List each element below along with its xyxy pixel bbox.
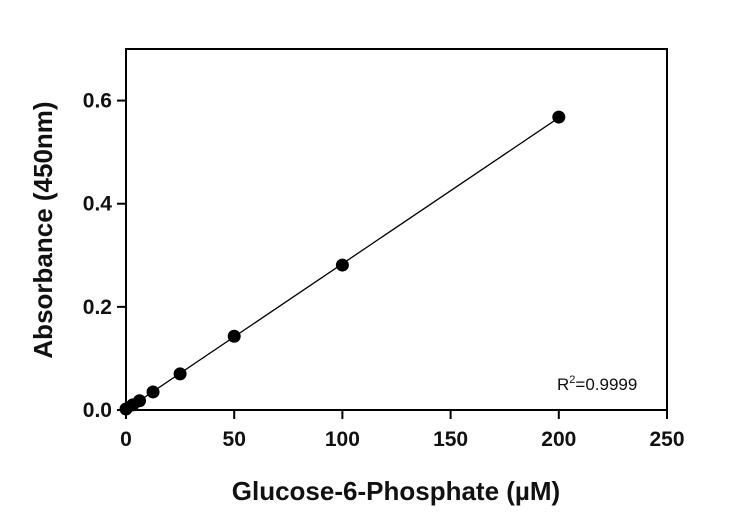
x-tick-label: 100 — [325, 428, 360, 451]
r-squared-prefix: R — [557, 375, 569, 394]
x-tick-label: 0 — [120, 428, 132, 451]
x-tick-label: 250 — [649, 428, 684, 451]
x-axis-title: Glucose-6-Phosphate (µM) — [232, 476, 560, 506]
data-point — [146, 385, 160, 399]
r-squared-annotation: R2=0.9999 — [557, 374, 637, 394]
y-tick-label: 0.2 — [83, 296, 112, 319]
data-points — [119, 110, 566, 416]
y-tick-label: 0.4 — [83, 193, 113, 216]
plot-frame — [125, 48, 668, 411]
x-tick-label: 200 — [541, 428, 576, 451]
y-tick-label: 0.0 — [83, 399, 112, 422]
data-point — [133, 394, 147, 408]
r-squared-value: =0.9999 — [575, 375, 637, 394]
data-point — [335, 258, 349, 272]
y-axis: 0.0 0.2 0.4 0.6 — [83, 90, 126, 422]
x-axis: 0 50 100 150 200 250 — [120, 410, 685, 451]
data-point — [227, 329, 241, 343]
y-tick-label: 0.6 — [83, 90, 112, 113]
r-squared-superscript: 2 — [569, 374, 575, 386]
y-axis-title: Absorbance (450nm) — [28, 101, 58, 358]
data-point — [552, 110, 566, 124]
x-tick-label: 50 — [223, 428, 246, 451]
data-point — [173, 367, 187, 381]
x-tick-label: 150 — [433, 428, 468, 451]
